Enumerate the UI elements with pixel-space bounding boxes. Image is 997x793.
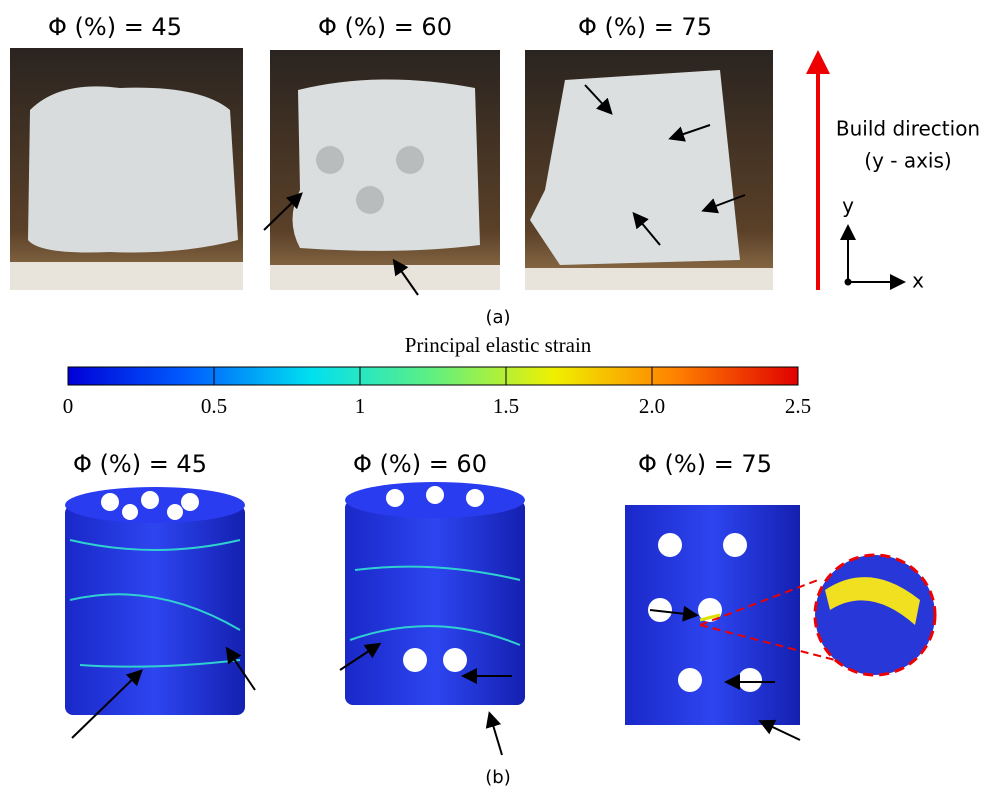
axis-note: (y - axis) <box>864 149 951 173</box>
photo <box>10 48 243 290</box>
model <box>625 505 935 725</box>
axis-label: x <box>912 269 924 293</box>
label: Φ (%) = 45 <box>73 450 207 478</box>
tick-label: 1 <box>355 394 366 418</box>
model <box>65 487 245 715</box>
colorbar <box>68 367 798 385</box>
figure: Φ (%) = 45 Φ (%) = 60 Φ (%) = 75 Build d… <box>0 0 997 793</box>
tick-label: 2.5 <box>785 394 811 418</box>
label: Φ (%) = 75 <box>578 13 712 41</box>
photo <box>525 50 773 290</box>
tick-label: 2.0 <box>639 394 665 418</box>
tick-label: 1.5 <box>493 394 519 418</box>
page: Φ (%) = 45 Φ (%) = 60 Φ (%) = 75 Build d… <box>0 0 997 793</box>
build-direction: Build direction <box>836 117 980 141</box>
model <box>345 482 525 705</box>
caption: (a) <box>485 307 510 328</box>
label: Φ (%) = 60 <box>353 450 487 478</box>
axes-icon <box>848 228 902 282</box>
colorbar-title: Principal elastic strain <box>405 333 592 357</box>
label: Φ (%) = 75 <box>638 450 772 478</box>
label: Φ (%) = 45 <box>48 13 182 41</box>
label: Φ (%) = 60 <box>318 13 452 41</box>
tick-label: 0.5 <box>201 394 227 418</box>
origin <box>845 279 852 286</box>
tick-label: 0 <box>63 394 74 418</box>
photo <box>270 50 500 290</box>
axis-label: y <box>842 194 854 218</box>
caption: (b) <box>485 767 510 788</box>
